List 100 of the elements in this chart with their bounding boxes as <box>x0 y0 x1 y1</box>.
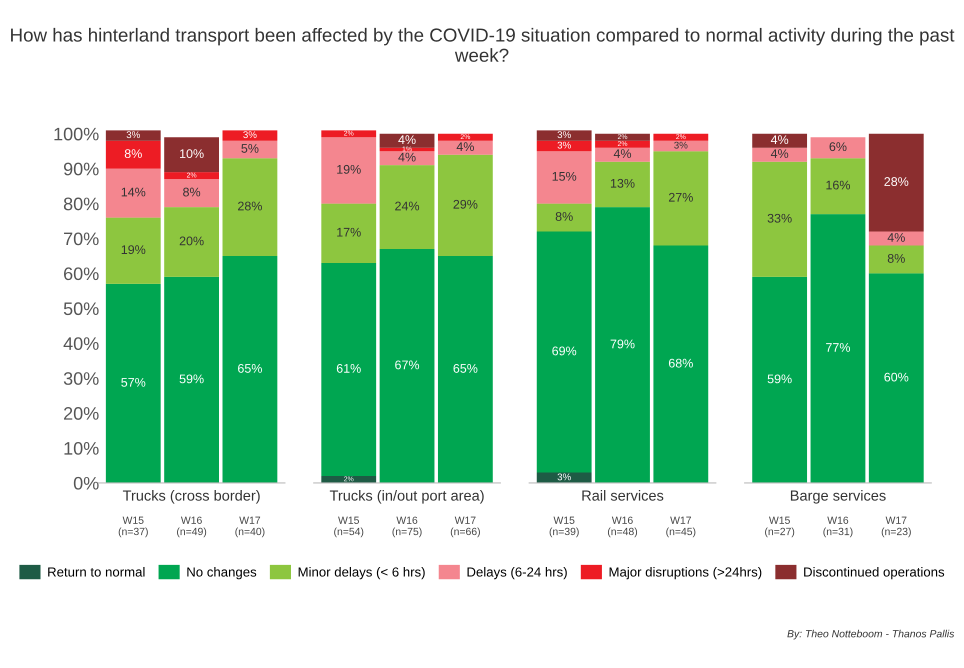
bar <box>868 134 924 232</box>
x-axis-title: Trucks (cross border) <box>122 490 260 504</box>
y-tick-label: 90% <box>64 162 99 176</box>
data-label: 4% <box>888 233 905 242</box>
bar <box>164 207 220 277</box>
bar <box>536 140 592 152</box>
bar <box>536 232 592 472</box>
data-label: 57% <box>121 378 146 387</box>
bar <box>321 137 376 204</box>
bar <box>106 130 161 141</box>
y-tick-label: 70% <box>64 232 99 246</box>
data-label: 59% <box>180 374 204 384</box>
data-label: 69% <box>552 346 576 356</box>
y-tick-label: 60% <box>64 267 99 280</box>
y-tick-label: 100% <box>54 128 99 140</box>
bar <box>653 140 708 152</box>
bar <box>536 204 592 232</box>
bar <box>164 179 220 208</box>
y-tick-label: 40% <box>64 337 99 350</box>
bar <box>164 137 220 172</box>
data-label: 28% <box>884 177 908 186</box>
x-tick-label: W15 (n=37) <box>118 516 148 538</box>
data-label: 16% <box>826 180 850 190</box>
bar <box>222 158 278 256</box>
data-label: 61% <box>336 364 361 373</box>
bar <box>438 140 493 155</box>
data-label: 19% <box>337 164 361 174</box>
data-label: 4% <box>770 149 788 158</box>
x-tick-label: W15 (n=27) <box>765 516 794 538</box>
data-label: 8% <box>888 254 905 263</box>
data-label: 15% <box>552 172 576 181</box>
x-tick-label: W17 (n=40) <box>235 516 264 538</box>
data-label: 8% <box>183 188 200 196</box>
bar <box>380 134 434 148</box>
data-label: 8% <box>124 149 142 158</box>
data-label: 59% <box>768 374 792 384</box>
x-tick-label: W16 (n=48) <box>608 516 638 538</box>
x-tick-label: W17 (n=66) <box>450 516 480 538</box>
data-label: 13% <box>610 178 635 188</box>
bar <box>380 151 434 166</box>
bar <box>595 148 650 162</box>
bar <box>810 137 866 158</box>
data-label: 8% <box>556 212 573 221</box>
y-tick-label: 80% <box>64 198 99 210</box>
data-label: 65% <box>453 364 478 373</box>
bar <box>321 204 376 263</box>
data-label: 79% <box>610 340 635 348</box>
bar <box>868 246 924 274</box>
data-label: 3% <box>674 142 688 149</box>
data-label: 20% <box>180 236 204 246</box>
bar <box>438 256 493 483</box>
bar <box>810 158 866 214</box>
data-label: 19% <box>122 245 146 254</box>
data-label: 68% <box>668 358 693 368</box>
bar <box>595 207 650 483</box>
y-tick-label: 20% <box>64 407 99 420</box>
data-label: 33% <box>768 214 792 223</box>
bar <box>868 273 924 483</box>
bar <box>868 232 924 246</box>
y-tick-label: 30% <box>64 372 99 385</box>
bar <box>222 130 278 141</box>
bar <box>106 284 161 483</box>
x-tick-label: W17 (n=23) <box>882 516 911 538</box>
data-label: 29% <box>453 200 478 209</box>
bar <box>106 218 161 284</box>
x-tick-label: W16 (n=49) <box>177 516 206 538</box>
data-label: 17% <box>337 228 361 237</box>
data-label: 65% <box>238 364 262 373</box>
bar <box>752 134 808 148</box>
data-label: 4% <box>456 142 474 152</box>
legend-label: Delays (6-24 hrs) <box>468 566 567 580</box>
legend-label: No changes <box>187 566 256 580</box>
bar <box>653 246 708 483</box>
data-label: 4% <box>770 135 788 144</box>
bar <box>438 134 493 141</box>
bar <box>536 151 592 204</box>
bar <box>810 214 866 483</box>
x-tick-label: W15 (n=39) <box>550 516 579 538</box>
legend-label: Discontinued operations <box>804 566 944 580</box>
data-label: 28% <box>238 202 262 210</box>
data-label: 3% <box>243 131 257 138</box>
text: How has hinterland transport been affected by the COVID-19 situation compared to normal activity during the past week? <box>11 28 954 62</box>
bar <box>752 276 808 483</box>
bar <box>595 134 650 141</box>
data-label: 3% <box>558 473 571 480</box>
bar <box>380 148 434 152</box>
bar <box>752 162 808 277</box>
data-label: 3% <box>558 142 571 149</box>
x-axis-title: Barge services <box>790 490 886 504</box>
bar <box>595 162 650 208</box>
data-label: 3% <box>126 131 140 138</box>
bar <box>438 154 493 256</box>
bar <box>222 256 278 483</box>
legend-label: Return to normal <box>48 566 144 577</box>
bar <box>164 276 220 483</box>
data-label: 3% <box>558 131 571 138</box>
bar <box>536 130 592 141</box>
data-label: 4% <box>614 149 632 158</box>
data-label: 77% <box>826 343 850 352</box>
bar <box>164 172 220 180</box>
